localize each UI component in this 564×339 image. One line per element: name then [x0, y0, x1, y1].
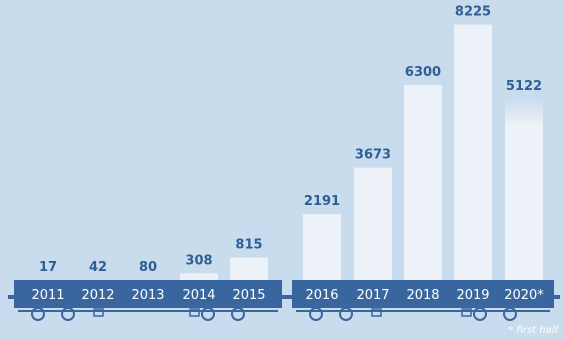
value-label: 80 [139, 260, 157, 275]
value-label: 42 [89, 260, 107, 275]
coupler [8, 295, 14, 299]
value-label: 5122 [506, 79, 542, 94]
wheel [309, 307, 323, 321]
wagon-right-body [292, 280, 554, 308]
brake-box [189, 308, 200, 317]
bar-2019 [454, 24, 492, 283]
bar-2018 [404, 85, 442, 283]
wagon-left-body [14, 280, 282, 308]
wheel [231, 307, 245, 321]
x-tick-label: 2019 [456, 288, 489, 303]
x-tick-label: 2015 [232, 288, 265, 303]
train-wagons [8, 280, 560, 321]
coupler [286, 295, 292, 299]
x-tick-label: 2020* [504, 288, 544, 303]
wagon-right [286, 280, 560, 321]
value-label: 2191 [304, 194, 340, 209]
x-tick-label: 2017 [356, 288, 389, 303]
x-tick-label: 2014 [182, 288, 215, 303]
x-tick-label: 2016 [305, 288, 338, 303]
x-tick-labels-layer: 2011 2012 2013 2014 2015 2016 2017 2018 2019 2020… [31, 288, 544, 303]
value-label: 6300 [405, 65, 441, 80]
x-tick-label: 2013 [131, 288, 164, 303]
bar-2014 [180, 273, 218, 283]
x-tick-label: 2011 [31, 288, 64, 303]
wagon-left [8, 280, 288, 321]
brake-box [461, 308, 472, 317]
x-tick-label: 2018 [406, 288, 439, 303]
value-label: 815 [235, 237, 262, 252]
bar-2017 [354, 167, 392, 283]
brake-box [93, 308, 104, 317]
bar-2015 [230, 257, 268, 283]
value-label: 308 [185, 253, 212, 268]
wheel [31, 307, 45, 321]
coupler [554, 295, 560, 299]
coupler [282, 295, 288, 299]
wheel [61, 307, 75, 321]
bar-2016 [303, 214, 341, 283]
bar-fade-cap [505, 98, 543, 125]
bars-layer [29, 24, 543, 283]
value-label: 8225 [455, 5, 491, 20]
wheel [473, 307, 487, 321]
wheel [339, 307, 353, 321]
bar-2020 [505, 122, 543, 283]
wheel [201, 307, 215, 321]
brake-box [371, 308, 382, 317]
footnote: * first half [508, 325, 559, 336]
value-labels-layer: 17 42 80 308 815 2191 3673 6300 8225 5122 [39, 5, 542, 275]
value-label: 3673 [355, 148, 391, 163]
x-tick-label: 2012 [81, 288, 114, 303]
value-label: 17 [39, 260, 57, 275]
wheel [503, 307, 517, 321]
